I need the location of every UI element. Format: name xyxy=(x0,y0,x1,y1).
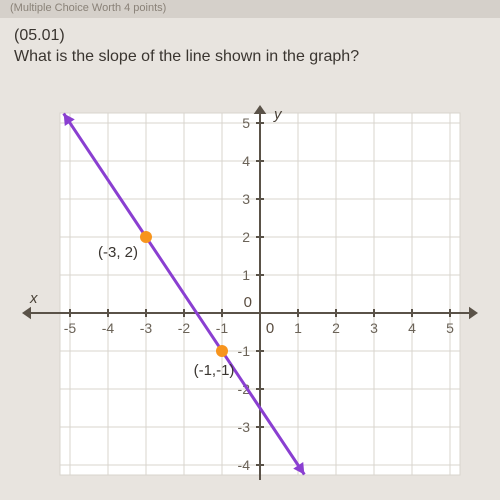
y-tick-label: 3 xyxy=(242,191,250,207)
plot-point xyxy=(216,345,228,357)
point-label: (-3, 2) xyxy=(98,244,138,261)
y-tick-label: 4 xyxy=(242,153,250,169)
x-tick-label: 1 xyxy=(294,320,302,336)
y-tick-label: 2 xyxy=(242,229,250,245)
svg-text:0: 0 xyxy=(266,320,274,337)
x-tick-label: 2 xyxy=(332,320,340,336)
question-code: (05.01) xyxy=(14,26,486,47)
svg-text:0: 0 xyxy=(244,294,252,311)
x-tick-label: 3 xyxy=(370,320,378,336)
point-label: (-1,-1) xyxy=(194,362,235,379)
header-faint-text: (Multiple Choice Worth 4 points) xyxy=(10,2,166,14)
y-tick-label: -3 xyxy=(238,419,251,435)
y-tick-label: -4 xyxy=(238,457,251,473)
x-axis-label: x xyxy=(29,290,38,307)
y-tick-label: 5 xyxy=(242,115,250,131)
x-tick-label: -5 xyxy=(64,320,77,336)
plot-point xyxy=(140,231,152,243)
graph-svg: -5-4-3-2-112345-4-3-2-11234500yx(-3, 2)(… xyxy=(20,78,480,483)
x-tick-label: 5 xyxy=(446,320,454,336)
x-tick-label: -3 xyxy=(140,320,153,336)
x-tick-label: -4 xyxy=(102,320,115,336)
question-block: (05.01) What is the slope of the line sh… xyxy=(0,18,500,74)
x-tick-label: 4 xyxy=(408,320,416,336)
y-tick-label: -1 xyxy=(238,343,251,359)
graph-container: -5-4-3-2-112345-4-3-2-11234500yx(-3, 2)(… xyxy=(20,78,480,483)
x-tick-label: -1 xyxy=(216,320,229,336)
header-faint: (Multiple Choice Worth 4 points) xyxy=(0,0,500,18)
x-tick-label: -2 xyxy=(178,320,191,336)
question-text: What is the slope of the line shown in t… xyxy=(14,47,486,68)
y-tick-label: 1 xyxy=(242,267,250,283)
